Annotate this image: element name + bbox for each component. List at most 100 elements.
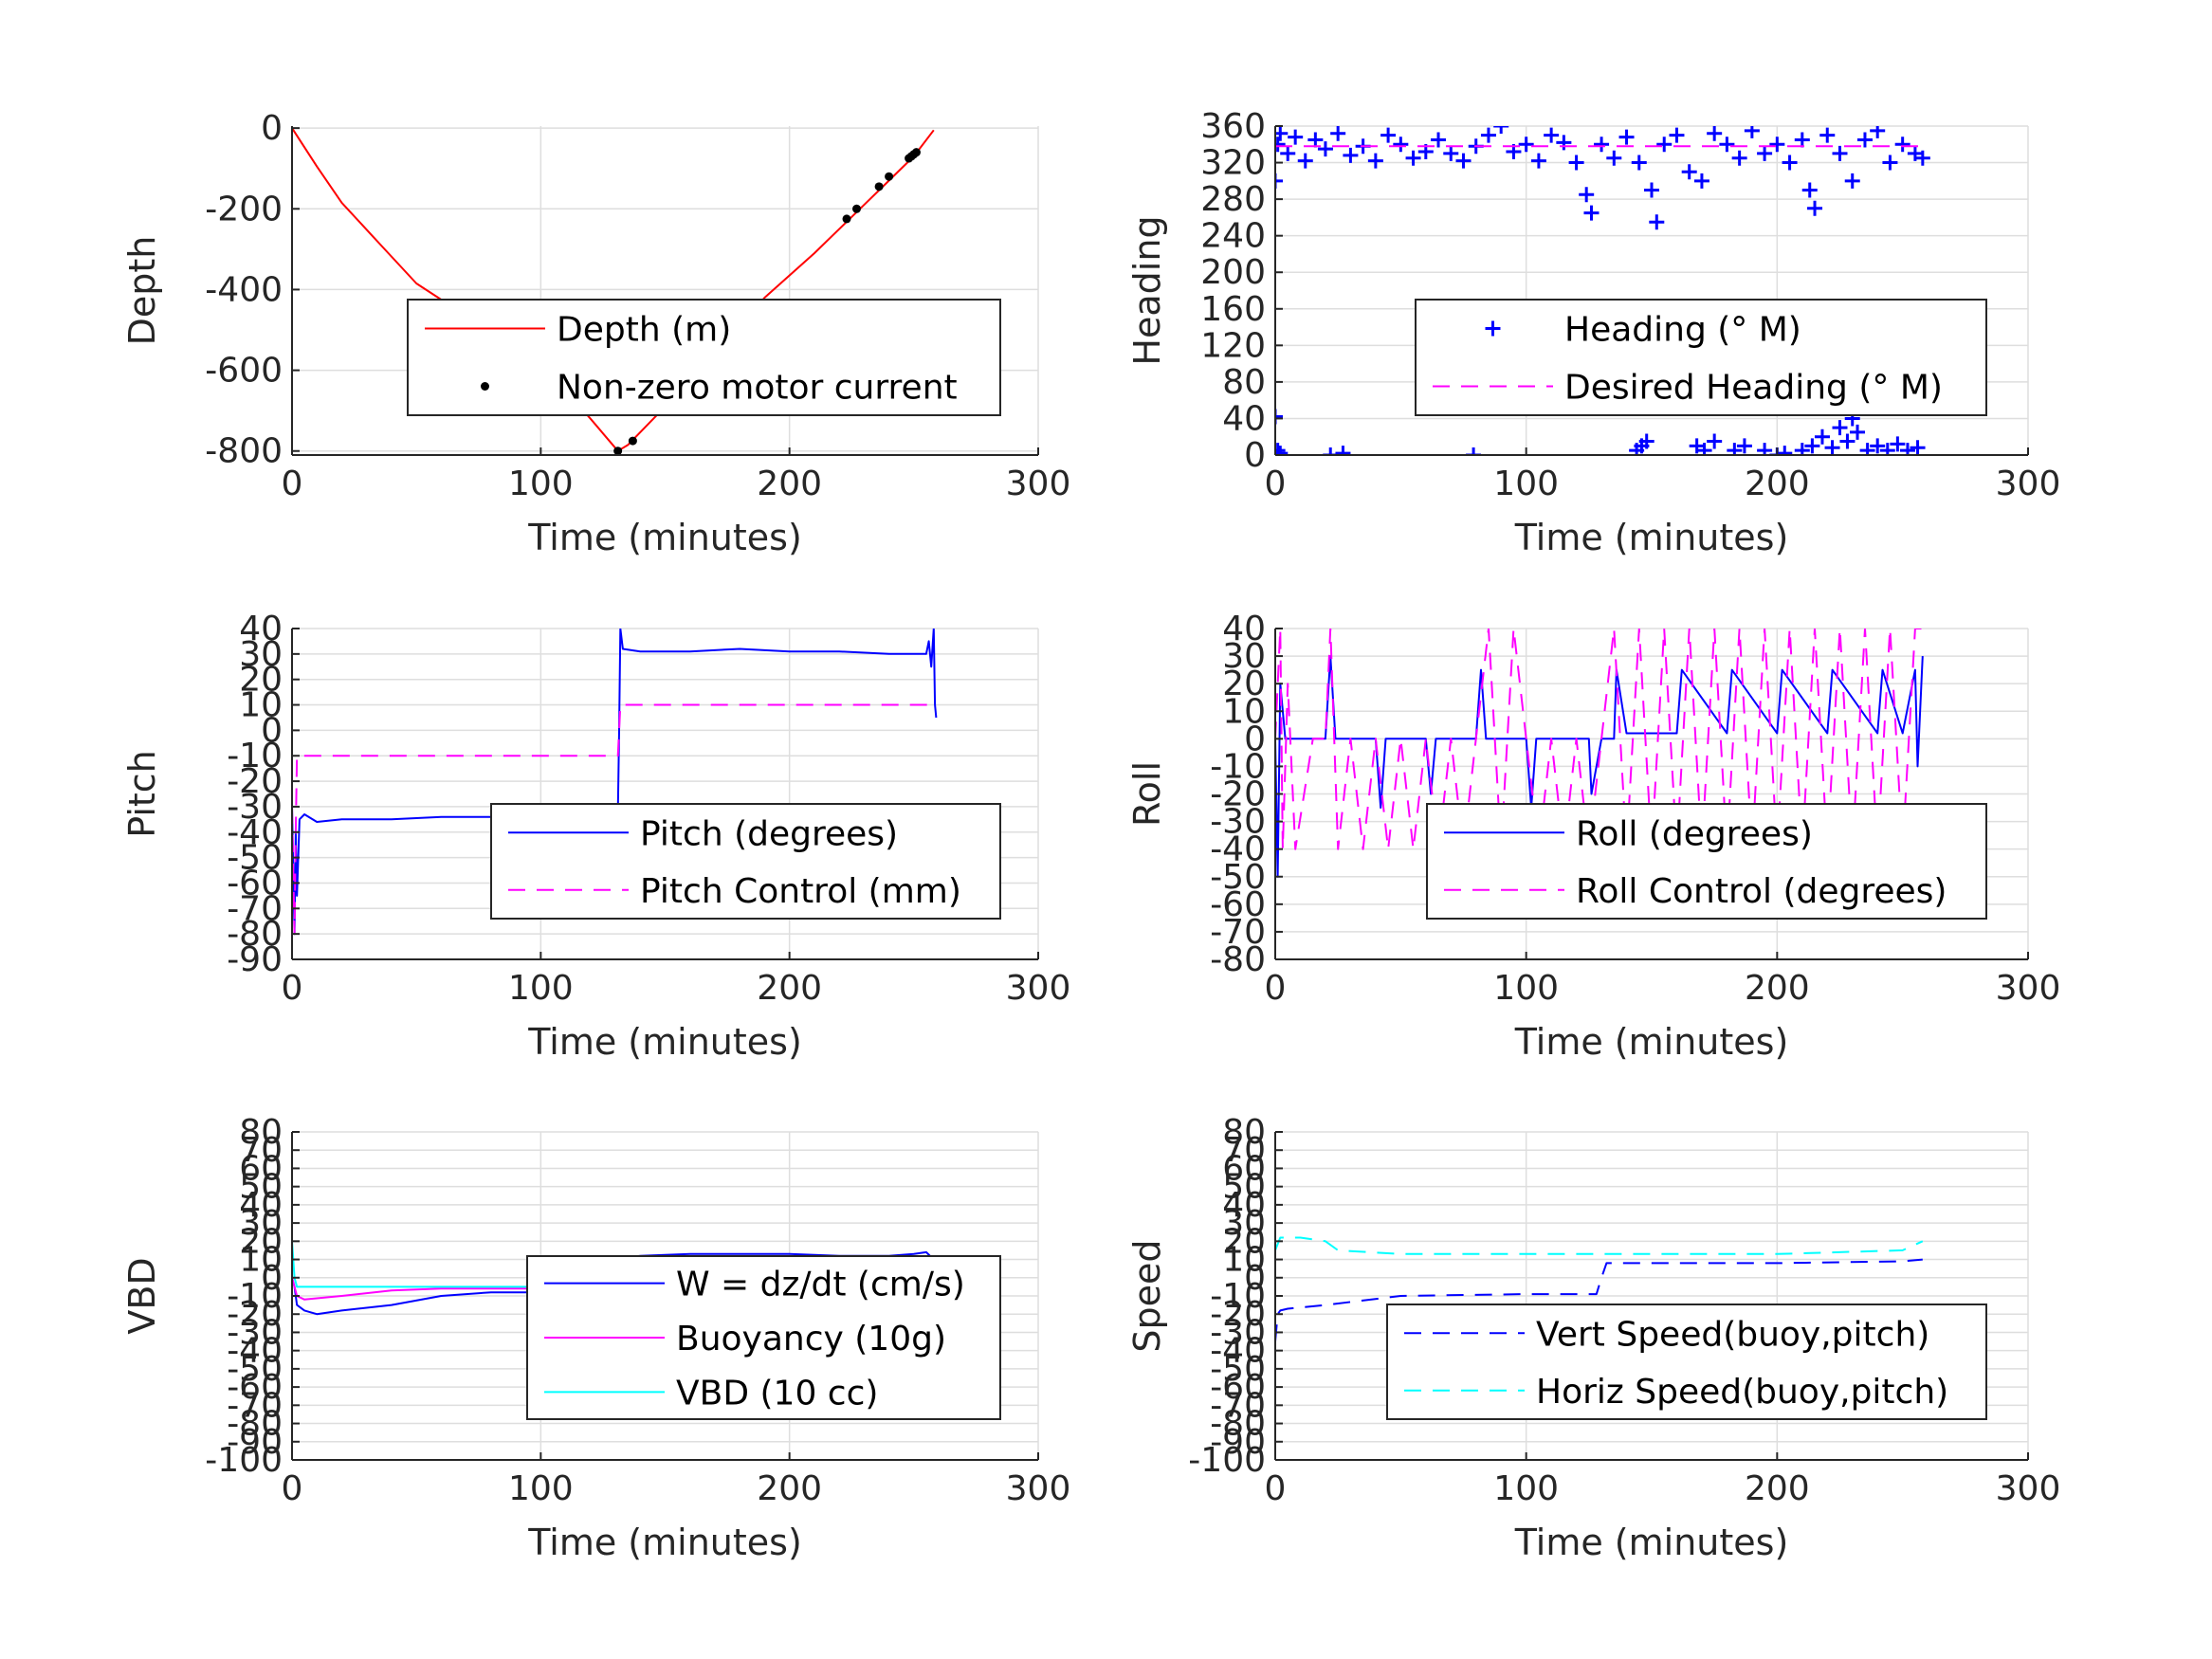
y-tick-label: 40 [1222,610,1266,648]
legend-label: Horiz Speed(buoy,pitch) [1536,1373,1948,1412]
x-tick-label: 0 [1265,969,1287,1008]
x-tick-label: 300 [1006,465,1071,503]
y-tick-label: -60 [227,864,283,902]
data-point [1727,443,1743,455]
plot-area [1275,1236,1924,1342]
data-point [1804,438,1820,454]
y-tick-label: -50 [227,1350,283,1389]
data-point [1493,126,1509,134]
data-point [1794,132,1810,148]
series-2-line [1275,1236,1924,1255]
x-axis-label: Time (minutes) [1514,1522,1789,1563]
data-point [1801,182,1818,198]
data-point [1824,440,1840,455]
y-tick-label: -90 [227,1423,283,1462]
data-point [1443,145,1459,161]
data-point [1343,147,1359,163]
y-axis-label: Pitch [121,750,163,838]
y-axis-label: Roll [1126,761,1168,827]
legend-box [1426,803,1987,920]
y-tick-label: -80 [1210,1405,1266,1444]
legend-box [1386,1304,1987,1420]
legend-label: Roll Control (degrees) [1576,872,1947,911]
legend-label: W = dz/dt (cm/s) [676,1266,965,1304]
y-tick-label: -80 [227,1405,283,1444]
y-tick-label: -100 [205,1441,283,1480]
data-point [1568,155,1584,171]
y-tick-label: -70 [227,1386,283,1425]
data-point [1530,153,1546,169]
y-axis-label: Depth [121,236,163,346]
x-axis-label: Time (minutes) [1514,1021,1789,1063]
legend: Heading (° M) Desired Heading (° M) [1415,299,1987,416]
y-tick-label: 80 [1222,1113,1266,1152]
data-point [1850,424,1866,440]
y-tick-label: -70 [1210,1386,1266,1425]
y-tick-label: 30 [239,635,283,674]
y-tick-label: 30 [1222,637,1266,676]
y-tick-label: -600 [205,352,283,391]
y-tick-label: 200 [1200,253,1266,292]
data-point [851,204,861,213]
x-tick-label: 200 [757,969,822,1008]
data-point [1899,443,1915,455]
x-tick-label: 100 [508,969,574,1008]
y-tick-label: 70 [1222,1131,1266,1170]
data-point [1288,129,1304,145]
data-point [1707,433,1723,449]
x-axis-label: Time (minutes) [1514,517,1789,558]
data-point [1731,150,1747,166]
y-tick-label: 40 [1222,399,1266,438]
data-point [1757,443,1773,455]
data-point [1736,438,1752,454]
y-tick-label: 320 [1200,144,1266,183]
y-tick-label: 80 [1222,363,1266,402]
x-tick-label: 0 [282,465,303,503]
x-tick-label: 200 [757,1469,822,1508]
y-tick-label: 20 [1222,1222,1266,1261]
data-point [1606,150,1622,166]
y-tick-label: -20 [227,1295,283,1334]
legend-swatch [1485,320,1501,337]
data-point [1455,153,1472,169]
y-tick-label: -10 [227,1277,283,1316]
y-tick-label: 0 [1244,720,1266,758]
y-tick-label: -100 [1188,1441,1266,1480]
series-1-line [1275,1258,1923,1342]
y-tick-label: -50 [1210,858,1266,897]
data-point [1769,137,1785,153]
data-point [842,214,851,224]
data-point [1839,433,1856,449]
x-tick-label: 100 [1493,969,1559,1008]
y-axis-label: Heading [1126,215,1168,365]
data-point [1275,443,1286,455]
data-point [1480,127,1496,143]
x-axis-label: Time (minutes) [527,1522,802,1563]
y-tick-label: 120 [1200,326,1266,365]
y-axis-label: Speed [1126,1239,1168,1352]
data-point [1879,443,1895,455]
data-point [1870,438,1886,454]
y-tick-label: 240 [1200,217,1266,256]
x-tick-label: 100 [508,465,574,503]
y-tick-label: -50 [227,839,283,878]
data-point [1380,127,1397,143]
y-tick-label: 20 [1222,665,1266,703]
data-point [1832,420,1848,436]
data-point [1777,446,1793,455]
y-tick-label: 10 [239,686,283,725]
y-tick-label: -90 [227,940,283,979]
legend: W = dz/dt (cm/s) Buoyancy (10g) VBD (10 cc… [526,1255,1001,1420]
data-point [1649,214,1665,230]
y-tick-label: 60 [239,1149,283,1188]
chart-panel-2: 0 100 200 30004080120160200240280320360Time… [1126,107,2060,558]
data-point [1882,155,1898,171]
legend-swatch [481,382,489,391]
data-point [1814,428,1830,445]
y-tick-label: 0 [1244,436,1266,475]
data-point [1794,443,1810,455]
y-tick-label: -10 [227,737,283,775]
y-tick-label: 70 [239,1131,283,1170]
data-point [1707,126,1723,141]
